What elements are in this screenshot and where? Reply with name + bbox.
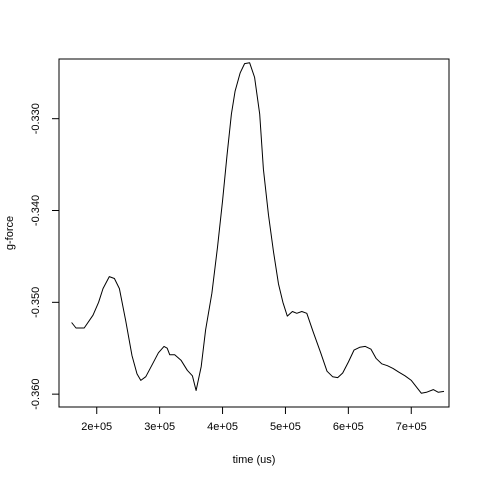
y-tick-label: -0.360 (30, 379, 42, 410)
x-tick-label: 5e+05 (270, 421, 301, 433)
x-tick-label: 4e+05 (207, 421, 238, 433)
x-tick-label: 3e+05 (144, 421, 175, 433)
y-axis-label: g-force (4, 216, 16, 250)
plot-frame (58, 58, 450, 408)
series-line-0 (71, 62, 445, 394)
x-axis-label: time (us) (233, 454, 276, 466)
series-group (71, 62, 445, 394)
x-tick-label: 6e+05 (333, 421, 364, 433)
x-axis: 2e+05 3e+05 4e+05 5e+05 6e+05 7e+05 (81, 406, 427, 433)
x-tick-label: 7e+05 (396, 421, 427, 433)
x-tick-label: 2e+05 (81, 421, 112, 433)
y-axis: -0.360 -0.350 -0.340 -0.330 (30, 103, 60, 410)
y-tick-label: -0.340 (30, 195, 42, 226)
y-tick-label: -0.330 (30, 103, 42, 134)
y-tick-label: -0.350 (30, 287, 42, 318)
